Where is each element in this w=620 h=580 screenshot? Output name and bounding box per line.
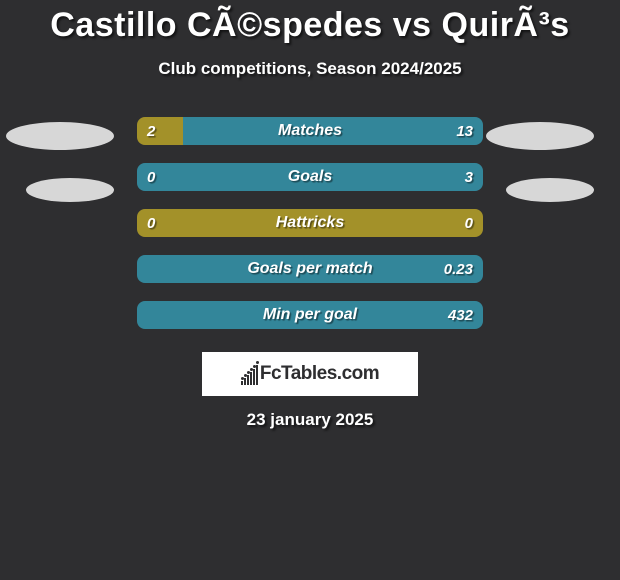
stat-bar-left-fill — [137, 117, 183, 145]
stat-bar-right-fill — [137, 163, 483, 191]
avatar-placeholder-ellipse — [506, 178, 594, 202]
fctables-logo-icon — [241, 363, 258, 385]
stat-bar-track: Goals03 — [137, 163, 483, 191]
stat-bar-right-fill — [183, 117, 483, 145]
avatar-placeholder-ellipse — [486, 122, 594, 150]
stat-bar-right-fill — [137, 255, 483, 283]
page-title: Castillo CÃ©spedes vs QuirÃ³s — [0, 0, 620, 45]
page-subtitle: Club competitions, Season 2024/2025 — [0, 59, 620, 79]
snapshot-date: 23 january 2025 — [0, 410, 620, 430]
stat-row: Min per goal432 — [0, 301, 620, 329]
stat-bar-track: Goals per match0.23 — [137, 255, 483, 283]
stat-row: Goals per match0.23 — [0, 255, 620, 283]
fctables-logo-text: FcTables.com — [260, 363, 379, 385]
avatar-placeholder-ellipse — [6, 122, 114, 150]
stat-row: Hattricks00 — [0, 209, 620, 237]
stat-bar-track: Hattricks00 — [137, 209, 483, 237]
stat-bar-left-fill — [137, 209, 483, 237]
fctables-logo: FcTables.com — [202, 352, 418, 396]
stat-bar-track: Min per goal432 — [137, 301, 483, 329]
stat-bar-right-fill — [137, 301, 483, 329]
avatar-placeholder-ellipse — [26, 178, 114, 202]
stat-bar-track: Matches213 — [137, 117, 483, 145]
